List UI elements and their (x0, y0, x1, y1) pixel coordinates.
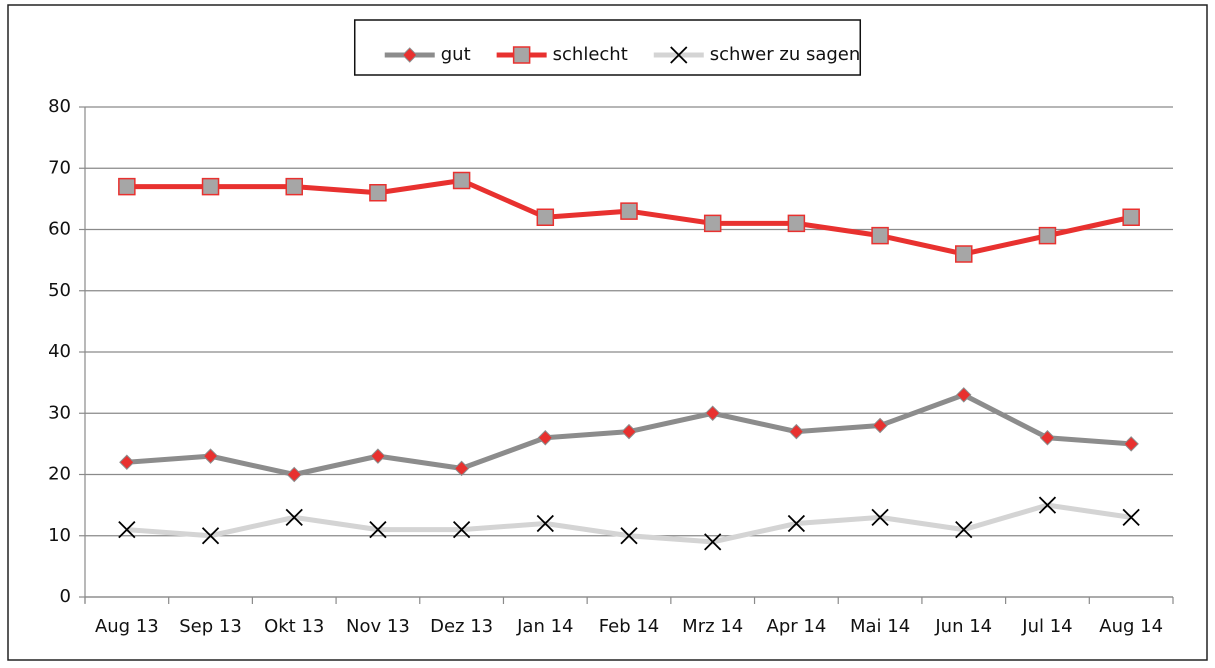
marker (537, 430, 554, 446)
y-tick-label: 80 (48, 96, 71, 117)
marker (286, 466, 302, 483)
marker (1122, 208, 1140, 226)
marker (370, 448, 386, 464)
x-tick-label: Sep 13 (179, 616, 242, 637)
y-tick-label: 20 (48, 464, 71, 485)
marker (703, 214, 722, 233)
chart-frame (7, 4, 1208, 661)
y-tick-label: 0 (60, 586, 71, 607)
marker (1122, 508, 1140, 527)
marker (871, 508, 889, 527)
marker (119, 454, 135, 470)
marker (285, 508, 303, 527)
marker (955, 520, 973, 539)
y-tick-label: 70 (48, 157, 71, 178)
marker (512, 46, 531, 64)
x-tick-label: Nov 13 (346, 616, 410, 637)
marker (402, 47, 418, 63)
x-tick-label: Jan 14 (516, 616, 573, 637)
x-tick-label: Mrz 14 (682, 616, 743, 637)
marker (1123, 436, 1139, 452)
y-tick-label: 60 (48, 219, 71, 240)
marker (670, 46, 688, 64)
marker (1038, 496, 1057, 514)
x-tick-label: Jun 14 (934, 616, 992, 637)
marker (118, 177, 136, 196)
x-tick-label: Jul 14 (1021, 616, 1072, 637)
marker (787, 214, 806, 233)
marker (201, 177, 220, 196)
marker (202, 448, 219, 464)
marker (1038, 226, 1057, 245)
marker (369, 184, 387, 202)
legend-label: gut (441, 44, 471, 65)
y-tick-label: 50 (48, 280, 71, 301)
marker (872, 417, 888, 434)
marker (453, 460, 470, 477)
marker (621, 423, 637, 440)
x-tick-label: Feb 14 (599, 616, 660, 637)
x-tick-label: Dez 13 (430, 616, 493, 637)
marker (788, 423, 805, 440)
x-tick-label: Mai 14 (850, 616, 910, 637)
legend-label: schwer zu sagen (710, 44, 861, 65)
marker (201, 527, 220, 545)
marker (956, 387, 972, 403)
marker (452, 520, 471, 539)
y-tick-label: 40 (48, 341, 71, 362)
x-tick-label: Apr 14 (767, 616, 827, 637)
x-tick-label: Okt 13 (264, 616, 324, 637)
marker (704, 533, 722, 551)
x-tick-label: Aug 13 (95, 616, 159, 637)
x-tick-label: Aug 14 (1099, 616, 1163, 637)
marker (118, 520, 136, 539)
marker (871, 226, 889, 245)
y-tick-label: 10 (48, 525, 71, 546)
marker (620, 202, 638, 220)
legend-label: schlecht (553, 44, 628, 65)
marker (620, 527, 638, 545)
marker (536, 514, 554, 533)
marker (955, 245, 973, 263)
marker (369, 520, 387, 539)
marker (536, 208, 555, 226)
marker (285, 177, 303, 196)
y-tick-label: 30 (48, 402, 71, 423)
legend-box (353, 19, 862, 76)
marker (1039, 430, 1056, 446)
marker (704, 405, 721, 421)
marker (452, 171, 471, 190)
legend: gut schlecht schwer zu sagen (353, 19, 862, 76)
marker (787, 514, 806, 533)
